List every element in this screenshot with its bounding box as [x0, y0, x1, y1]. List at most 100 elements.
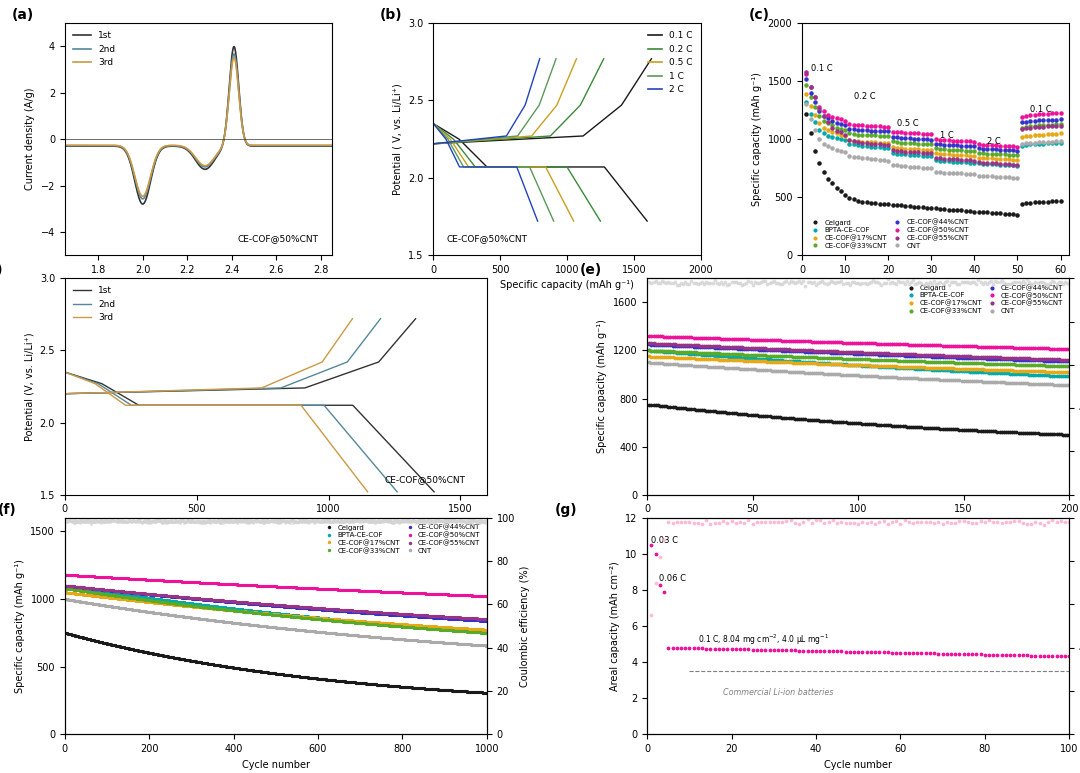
Point — [406, 587, 423, 599]
Point — [324, 674, 341, 686]
Point — [246, 598, 264, 610]
Point — [287, 670, 305, 683]
Point — [400, 587, 417, 599]
Point — [186, 592, 203, 604]
Point — [302, 582, 320, 594]
Point — [379, 514, 396, 526]
Point — [1016, 359, 1034, 371]
Point — [327, 583, 345, 595]
Point — [390, 608, 407, 620]
Point — [288, 601, 306, 614]
Point — [262, 598, 280, 611]
Point — [426, 610, 443, 622]
Point — [147, 515, 164, 527]
Point — [431, 611, 448, 624]
Point — [820, 345, 837, 357]
Point — [255, 598, 272, 611]
Point — [225, 516, 242, 528]
Point — [259, 621, 276, 633]
Point — [238, 596, 255, 608]
Point — [127, 587, 145, 599]
Point — [915, 339, 932, 351]
Point — [350, 615, 367, 628]
Point — [107, 584, 124, 597]
Point — [372, 516, 389, 529]
Point — [231, 512, 248, 525]
Point — [207, 602, 225, 615]
Point — [96, 571, 113, 584]
Point — [700, 349, 717, 361]
Point — [132, 587, 149, 600]
Point — [1008, 426, 1025, 438]
Point — [164, 594, 181, 607]
Point — [386, 632, 403, 645]
Point — [970, 206, 987, 218]
Point — [305, 672, 322, 684]
Point — [218, 604, 235, 616]
Point — [286, 600, 303, 612]
Point — [669, 346, 686, 359]
Point — [901, 348, 918, 360]
Point — [815, 138, 833, 150]
Point — [98, 514, 116, 526]
Point — [320, 603, 337, 615]
Point — [408, 621, 426, 634]
Point — [678, 340, 696, 352]
Point — [676, 346, 693, 358]
Point — [199, 593, 216, 605]
Point — [189, 598, 206, 611]
Point — [909, 201, 927, 213]
Point — [379, 679, 396, 692]
Point — [440, 621, 457, 634]
Point — [158, 574, 175, 587]
Point — [274, 622, 292, 635]
Point — [252, 620, 269, 632]
Point — [407, 608, 424, 621]
Point — [178, 611, 195, 623]
Point — [275, 515, 293, 527]
Point — [369, 585, 387, 598]
Point — [79, 589, 96, 601]
Point — [346, 615, 363, 627]
Point — [84, 590, 102, 602]
Point — [643, 344, 660, 356]
Point — [112, 585, 130, 598]
Point — [340, 615, 357, 627]
Point — [252, 607, 269, 619]
Point — [348, 615, 365, 628]
Point — [224, 661, 241, 673]
Point — [798, 68, 815, 80]
Point — [922, 134, 940, 146]
Point — [868, 276, 886, 288]
Point — [235, 605, 253, 618]
Point — [253, 515, 270, 527]
Point — [216, 615, 233, 628]
Point — [193, 613, 211, 625]
Point — [788, 413, 806, 425]
Point — [424, 623, 442, 635]
Point — [996, 153, 1013, 165]
Point — [399, 515, 416, 527]
Point — [666, 346, 684, 359]
Point — [204, 602, 221, 615]
Point — [131, 573, 148, 585]
Point — [1048, 379, 1065, 391]
Point — [154, 590, 172, 602]
Point — [393, 586, 410, 598]
Point — [148, 589, 165, 601]
Point — [453, 624, 470, 636]
Point — [195, 577, 213, 589]
Point — [448, 637, 465, 649]
Point — [139, 596, 157, 608]
Point — [329, 512, 347, 525]
Point — [353, 630, 370, 642]
Point — [360, 584, 377, 597]
Point — [771, 356, 788, 368]
Point — [454, 685, 471, 697]
Point — [159, 598, 176, 610]
Point — [935, 138, 953, 151]
Point — [260, 580, 278, 592]
Point — [432, 683, 449, 696]
Point — [143, 574, 160, 586]
Point — [150, 595, 167, 608]
